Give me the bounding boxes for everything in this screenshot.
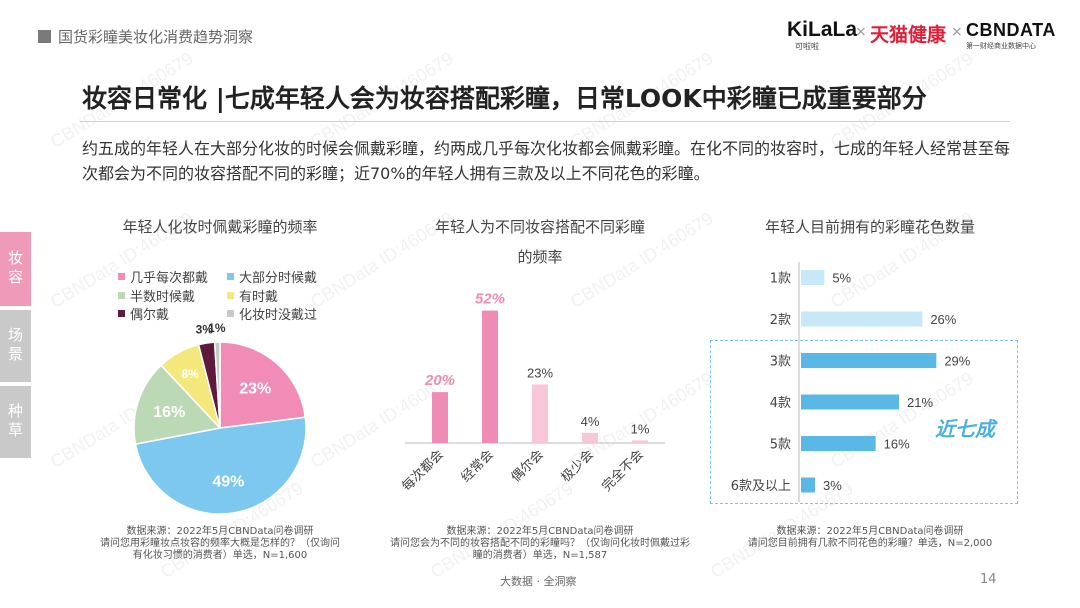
legend-label: 有时戴 [239,290,279,305]
report-title: 国货彩瞳美妆化消费趋势洞察 [58,28,254,46]
pie-slice-label: 1% [208,321,226,335]
pie-slice [133,364,222,445]
legend-item: 几乎每次都戴 [118,267,208,286]
legend-label: 偶尔戴 [130,308,170,323]
bar-value-label: 20% [424,372,455,389]
legend-item: 半数时候戴 [118,286,195,305]
pie-slice-label: 8% [181,367,199,381]
bar-value-label: 4% [581,414,600,429]
page-number: 14 [980,572,997,587]
tmall-health-logo: 天猫健康 [870,24,947,46]
question-text: 请问您会为不同的妆容搭配不同的彩瞳吗？（仅询问化妆时佩戴过彩瞳的消费者）单选，N… [390,538,690,561]
logo-separator: × [855,24,867,40]
page-title: 妆容日常化 |七成年轻人会为妆容搭配彩瞳，日常LOOK中彩瞳已成重要部分 [82,84,927,113]
bar-value-label: 52% [475,291,505,308]
pie-source-note: 数据来源：2022年5月CBNData问卷调研 请问您用彩瞳妆点妆容的频率大概是… [100,526,340,562]
hbar-source-note: 数据来源：2022年5月CBNData问卷调研 请问您目前拥有几款不同花色的彩瞳… [720,526,1020,550]
question-text: 请问您用彩瞳妆点妆容的频率大概是怎样的？（仅询问有化妆习惯的消费者）单选，N=1… [100,538,340,561]
bar [482,310,498,443]
source-text: 数据来源：2022年5月CBNData问卷调研 [446,526,634,537]
bar [801,477,815,493]
legend-item: 化妆时没戴过 [227,304,317,323]
cbndata-logo: CBNDATA [966,20,1056,40]
bar-value-label: 29% [944,354,970,369]
legend-swatch [118,273,125,280]
legend-swatch [227,292,234,299]
highlight-label: 近七成 [935,417,995,441]
bar-category-label: 4款 [770,396,791,411]
side-tab-seeding[interactable]: 种草 [0,386,31,458]
bar-category-label: 5款 [770,438,791,453]
bar-chart-title-line2: 的频率 [517,248,563,266]
pie-slice-label: 49% [212,473,244,490]
header-marker-icon [38,30,51,43]
bar-value-label: 3% [823,478,842,493]
bar-value-label: 21% [907,395,933,410]
bar-category-label: 偶尔会 [509,447,547,485]
bar-value-label: 1% [631,421,650,436]
bar [801,353,937,368]
side-tab-makeup[interactable]: 妆容 [0,232,31,306]
legend-label: 几乎每次都戴 [130,271,209,286]
bar [432,392,448,443]
vertical-bar-chart: 20% 每次都会 52% 经常会 23% 偶尔会 4% 极少会 1% 完全不会 [399,291,665,495]
bar [801,436,876,451]
cbndata-logo-subtitle: 第一财经商业数据中心 [966,42,1036,50]
bar [582,432,598,443]
legend-label: 大部分时候戴 [239,271,318,286]
legend-item: 偶尔戴 [118,304,169,323]
pie-slice [219,341,307,429]
logo-separator: × [951,24,963,40]
pie-chart: 23% 49% 16% 8% 3%1% [133,321,307,515]
bar [632,440,648,443]
legend-swatch [118,310,125,317]
bar-chart-title: 年轻人为不同妆容搭配不同彩瞳 的频率 [400,212,680,272]
bar [532,384,548,443]
pie-slice-label: 23% [239,381,271,398]
bar-category-label: 2款 [770,313,791,328]
summary-text: 约五成的年轻人在大部分化妆的时候会佩戴彩瞳，约两成几乎每次化妆都会佩戴彩瞳。在化… [82,139,1011,183]
horizontal-bar-chart: 1款 5% 2款 26% 3款 29% 4款 21% 5款 16% 6款及以上 3% [731,262,971,502]
question-text: 请问您目前拥有几款不同花色的彩瞳？单选，N=2,000 [747,538,993,549]
kilala-logo-subtitle: 可啦啦 [795,42,819,51]
legend-swatch [118,292,125,299]
pie-chart-title: 年轻人化妆时佩戴彩瞳的频率 [122,218,318,236]
pie-slice [213,341,221,429]
legend-item: 有时戴 [227,286,278,305]
source-text: 数据来源：2022年5月CBNData问卷调研 [126,526,314,537]
bar-category-label: 每次都会 [399,447,447,495]
bar-value-label: 23% [527,365,553,380]
bar [801,270,825,285]
legend-label: 半数时候戴 [130,290,196,305]
highlight-box [710,340,1018,504]
bar-value-label: 16% [884,437,910,452]
bar-category-label: 3款 [770,355,791,370]
bar-category-label: 完全不会 [599,447,647,495]
hbar-chart-title: 年轻人目前拥有的彩瞳花色数量 [764,218,975,236]
kilala-logo: KiLaLa [787,18,858,41]
bar-value-label: 5% [832,271,851,286]
bar-value-label: 26% [930,312,956,327]
bar [801,394,899,410]
bar-source-note: 数据来源：2022年5月CBNData问卷调研 请问您会为不同的妆容搭配不同的彩… [390,526,690,562]
legend-item: 大部分时候戴 [227,267,317,286]
pie-slice [134,416,307,515]
legend-swatch [227,310,234,317]
bar-category-label: 极少会 [559,447,597,485]
bar-category-label: 经常会 [459,447,497,485]
side-tab-scene[interactable]: 场景 [0,310,31,382]
title-divider [80,121,1010,122]
source-text: 数据来源：2022年5月CBNData问卷调研 [776,526,964,537]
footer-slogan: 大数据 · 全洞察 [500,575,577,588]
bar-category-label: 1款 [770,272,791,287]
bar-chart-title-line1: 年轻人为不同妆容搭配不同彩瞳 [434,218,645,236]
pie-slice-label: 16% [153,404,185,421]
bar-category-label: 6款及以上 [731,479,791,494]
pie-slice-label: 3% [196,322,214,336]
bar [801,311,923,327]
legend-swatch [227,273,234,280]
legend-label: 化妆时没戴过 [239,308,318,323]
